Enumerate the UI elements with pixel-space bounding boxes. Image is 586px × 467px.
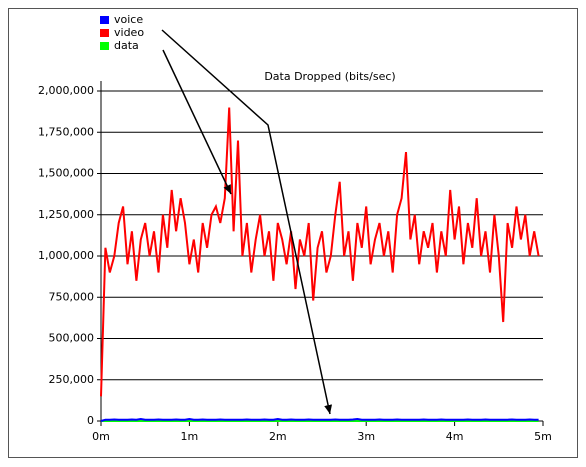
y-tick-label: 750,000 — [49, 290, 95, 303]
legend-swatch — [100, 16, 109, 24]
legend-swatch — [100, 42, 109, 50]
x-tick-label: 1m — [181, 430, 199, 443]
legend-swatch — [100, 29, 109, 37]
legend-label: voice — [114, 13, 143, 26]
series-line — [100, 107, 540, 397]
y-tick-label: 2,000,000 — [38, 84, 94, 97]
y-tick-label: 1,250,000 — [38, 208, 94, 221]
y-tick-label: 1,500,000 — [38, 167, 94, 180]
annotation-arrow — [162, 49, 232, 195]
legend-label: data — [114, 39, 139, 52]
x-tick-label: 3m — [357, 430, 375, 443]
x-tick-label: 5m — [534, 430, 552, 443]
y-tick-label: 1,750,000 — [38, 125, 94, 138]
frame — [8, 8, 578, 458]
x-tick-label: 4m — [446, 430, 464, 443]
chart-title: Data Dropped (bits/sec) — [264, 70, 395, 83]
plot-area: 0 250,000 500,000 750,000 1,000,000 1,250,000… — [38, 81, 552, 443]
x-tick-label: 2m — [269, 430, 287, 443]
annotation-arrow — [161, 29, 333, 415]
x-tick-label: 0m — [92, 430, 110, 443]
legend-label: video — [114, 26, 144, 39]
series-line — [100, 417, 539, 422]
y-tick-label: 250,000 — [49, 373, 95, 386]
y-tick-label: 1,000,000 — [38, 249, 94, 262]
y-tick-label: 0 — [87, 414, 94, 427]
y-tick-label: 500,000 — [49, 332, 95, 345]
